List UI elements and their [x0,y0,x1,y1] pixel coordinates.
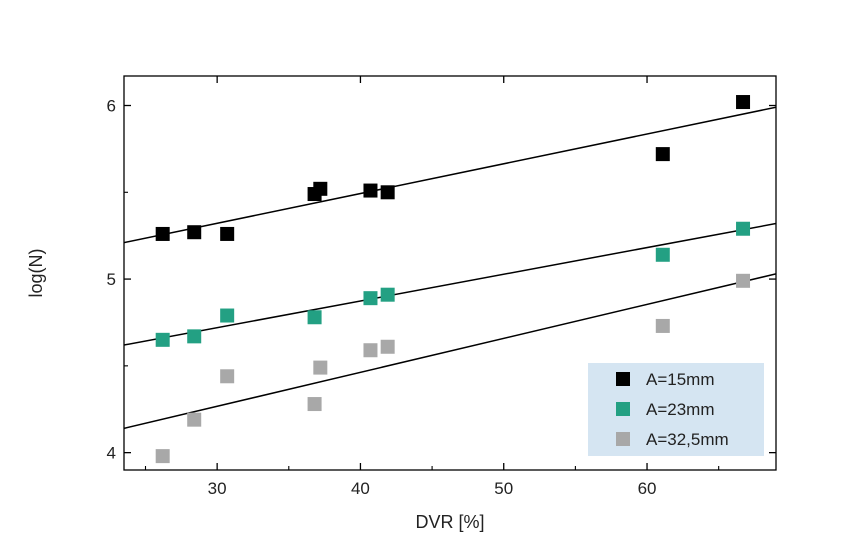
x-tick-label-30: 30 [208,479,227,498]
data-point-s2-5 [363,291,378,306]
data-point-s3-3 [220,369,235,384]
data-point-s1-8 [655,147,670,162]
data-point-s3-5 [313,360,328,375]
plot-frame-rect [123,75,777,471]
data-point-s1-9 [736,95,751,110]
x-tick-label-40: 40 [351,479,370,498]
data-point-s3-7 [380,339,395,354]
data-point-s2-1 [155,332,170,347]
data-point-s1-5 [313,181,328,196]
plot-frame [123,75,777,471]
legend-label-1: A=15mm [646,370,715,389]
data-point-s1-3 [220,226,235,241]
legend-label-2: A=23mm [646,400,715,419]
legend: A=15mm A=23mm A=32,5mm [588,363,764,456]
fit-line-3 [124,273,776,430]
data-point-s3-2 [187,412,202,427]
legend-marker-1 [616,372,630,386]
data-point-s2-3 [220,308,235,323]
data-point-s1-2 [187,225,202,240]
y-tick-label-6: 6 [107,97,116,116]
y-axis-title: log(N) [26,248,46,297]
data-point-s3-8 [655,318,670,333]
x-axis-title: DVR [%] [415,512,484,532]
data-point-s1-1 [155,226,170,241]
data-point-s2-8 [736,221,751,236]
data-markers [155,95,751,464]
y-axis: 4 5 6 [107,97,776,463]
data-point-s2-6 [380,287,395,302]
data-point-s3-6 [363,343,378,358]
data-point-s3-4 [307,397,322,412]
y-tick-label-5: 5 [107,270,116,289]
fit-line-2 [124,222,776,346]
data-point-s1-6 [363,183,378,198]
legend-label-3: A=32,5mm [646,430,729,449]
fit-line-1 [124,106,776,244]
data-point-s3-1 [155,449,170,464]
x-axis: 30 40 50 60 [144,76,720,498]
data-point-s2-4 [307,310,322,325]
y-tick-label-4: 4 [107,444,116,463]
data-point-s2-7 [655,247,670,262]
data-point-s3-9 [736,273,751,288]
data-point-s2-2 [187,329,202,344]
legend-marker-3 [616,432,630,446]
x-tick-label-50: 50 [494,479,513,498]
legend-marker-2 [616,402,630,416]
data-point-s1-7 [380,185,395,200]
fit-lines [124,106,776,430]
x-tick-label-60: 60 [638,479,657,498]
